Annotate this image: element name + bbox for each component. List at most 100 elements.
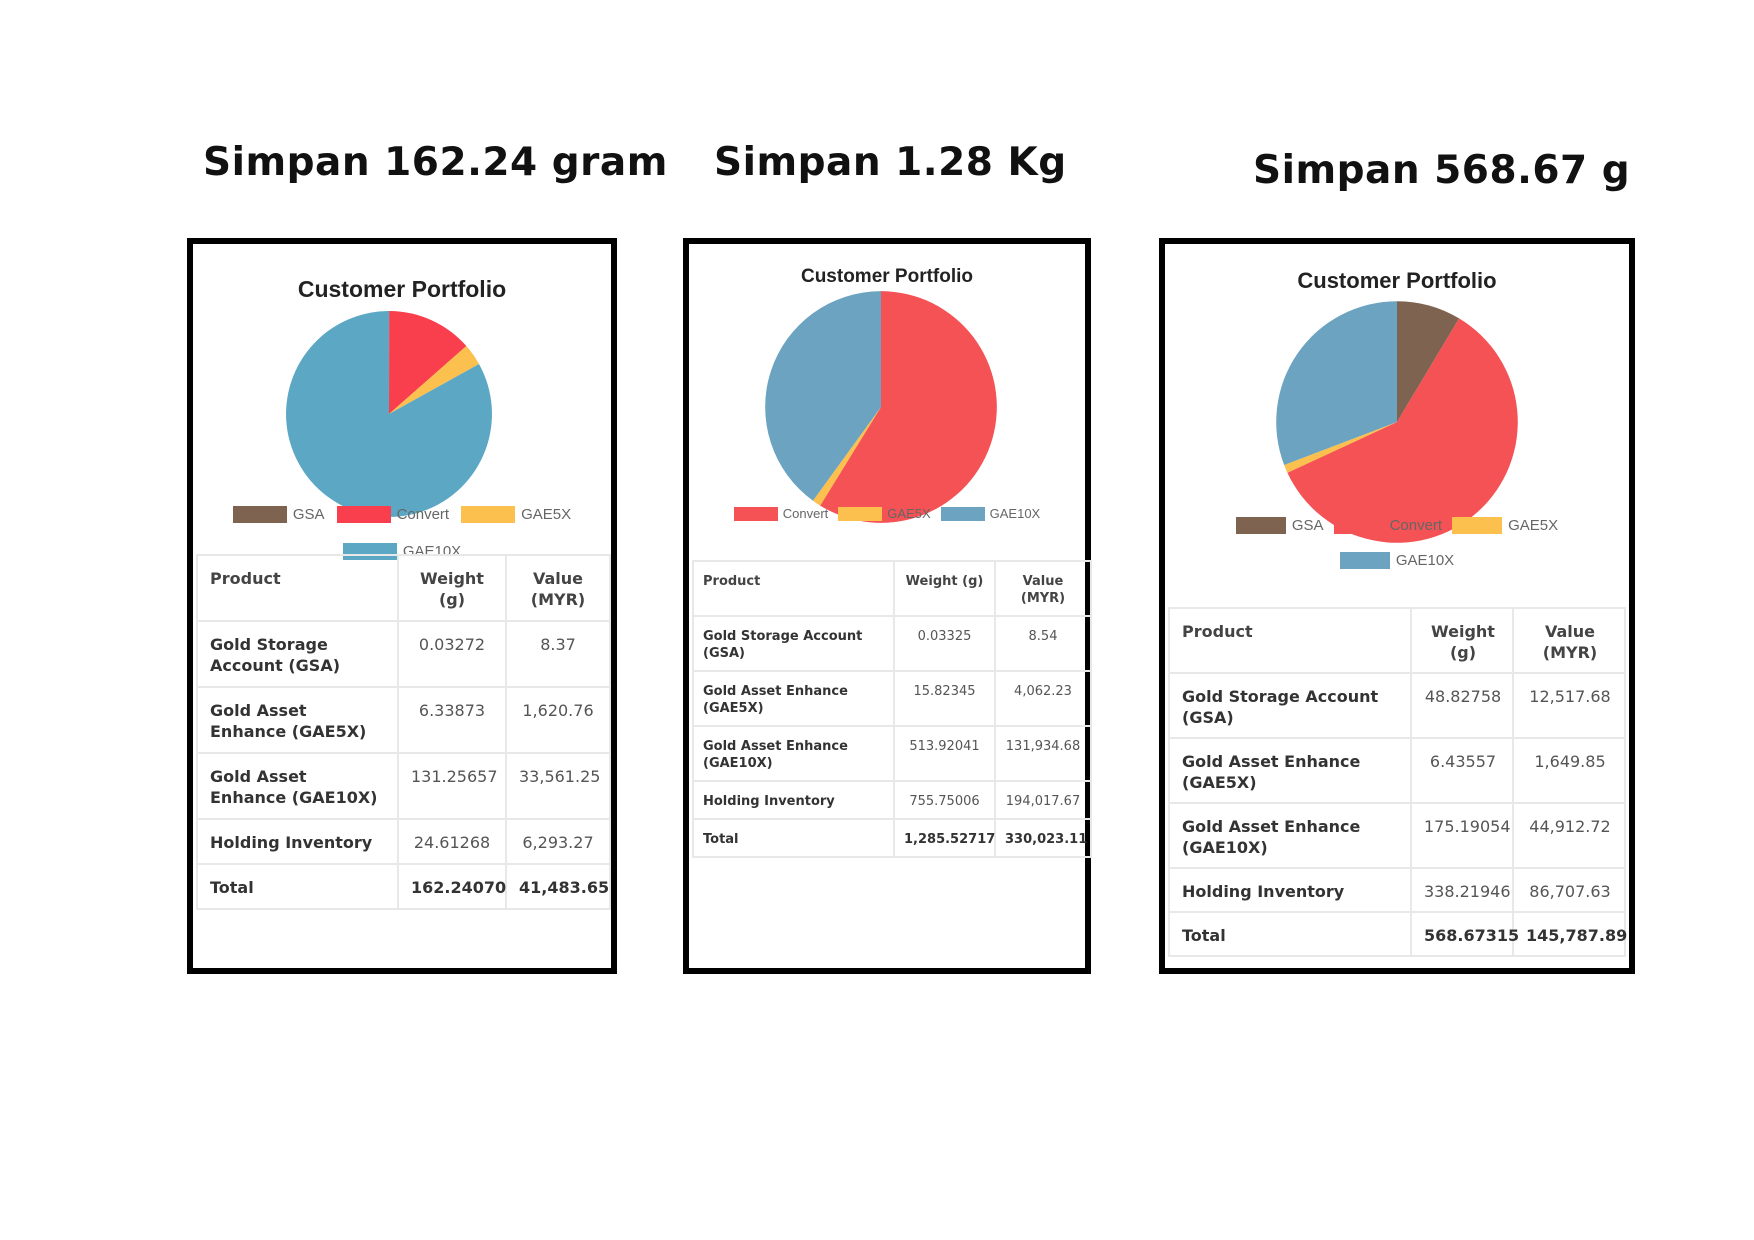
product-cell: Gold Asset Enhance (GAE10X) <box>692 725 895 782</box>
product-cell: Total <box>1168 911 1412 957</box>
legend-label: GAE5X <box>887 506 931 521</box>
product-cell: Gold Asset Enhance (GAE10X) <box>196 752 399 820</box>
table-row: Holding Inventory 24.61268 6,293.27 <box>196 818 611 865</box>
weight-cell: 6.43557 <box>1410 737 1514 804</box>
pie-slice-gsa <box>1397 301 1460 422</box>
legend-swatch <box>940 506 985 521</box>
pie-slice-gae5x <box>389 346 480 414</box>
pie-slice-convert <box>820 291 997 523</box>
product-cell: Gold Storage Account (GSA) <box>692 615 895 672</box>
table-row: Gold Storage Account (GSA) 0.03272 8.37 <box>196 620 611 688</box>
weight-cell: 24.61268 <box>397 818 507 865</box>
value-cell: 8.54 <box>994 615 1092 672</box>
portfolio-card-1: Customer Portfolio GSA Convert GAE5X GAE10X… <box>187 238 617 974</box>
legend-label: Convert <box>782 506 829 521</box>
portfolio-table: Product Weight (g) Value (MYR) Gold Stor… <box>196 554 611 910</box>
value-cell: 12,517.68 <box>1512 672 1626 739</box>
legend-swatch <box>838 506 883 521</box>
chart-legend: Convert GAE5X GAE10X <box>689 506 1085 521</box>
table-row: Gold Asset Enhance (GAE5X) 6.33873 1,620.7… <box>196 686 611 754</box>
value-cell: 145,787.89 <box>1512 911 1627 957</box>
chart-title: Customer Portfolio <box>1297 268 1497 293</box>
pie-slice-convert <box>389 311 467 414</box>
legend-item-gsa: GSA <box>1235 517 1324 534</box>
pie-slice-gae10x <box>1276 301 1397 466</box>
weight-cell: 1,285.52717 <box>893 818 996 858</box>
legend-item-convert: Convert <box>336 506 450 523</box>
chart-title: Customer Portfolio <box>297 276 507 302</box>
product-cell: Gold Asset Enhance (GAE5X) <box>1168 737 1412 804</box>
heading-card-2: Simpan 1.28 Kg <box>714 140 1067 185</box>
legend-item-gae10x: GAE10X <box>1339 552 1455 569</box>
value-cell: 1,649.85 <box>1512 737 1626 804</box>
weight-cell: 131.25657 <box>397 752 507 820</box>
table-row: Holding Inventory 338.21946 86,707.63 <box>1168 867 1626 913</box>
value-header: Value (MYR) <box>505 554 611 622</box>
weight-cell: 15.82345 <box>893 670 996 727</box>
value-cell: 33,561.25 <box>505 752 611 820</box>
table-row: Gold Asset Enhance (GAE10X) 513.92041 131,… <box>692 725 1092 782</box>
value-cell: 4,062.23 <box>994 670 1092 727</box>
legend-swatch <box>1333 517 1384 534</box>
total-row: Total 162.24070 41,483.65 <box>196 863 611 910</box>
chart-legend: GSA Convert GAE5X GAE10X <box>1165 517 1629 569</box>
pie-chart <box>1276 301 1518 543</box>
legend-label: Convert <box>396 506 450 523</box>
weight-cell: 0.03272 <box>397 620 507 688</box>
weight-header: Weight (g) <box>1410 607 1514 674</box>
table-row: Gold Asset Enhance (GAE5X) 15.82345 4,062.… <box>692 670 1092 727</box>
legend-item-gae5x: GAE5X <box>1452 517 1558 534</box>
pie-slice-gae10x <box>765 291 881 501</box>
table-header-row: Product Weight (g) Value (MYR) <box>196 554 611 622</box>
legend-item-gae5x: GAE5X <box>461 506 571 523</box>
value-header: Value (MYR) <box>994 560 1092 617</box>
chart-legend: GSA Convert GAE5X GAE10X <box>193 506 611 560</box>
weight-cell: 568.67315 <box>1410 911 1519 957</box>
value-cell: 6,293.27 <box>505 818 611 865</box>
pie-chart <box>286 311 492 517</box>
table-row: Gold Storage Account (GSA) 0.03325 8.54 <box>692 615 1092 672</box>
legend-label: GAE10X <box>1395 552 1455 569</box>
legend-swatch <box>1452 517 1503 534</box>
weight-header: Weight (g) <box>397 554 507 622</box>
pie-slice-gae5x <box>1284 422 1397 473</box>
legend-label: GAE5X <box>521 506 572 523</box>
legend-swatch <box>1235 517 1286 534</box>
table-header-row: Product Weight (g) Value (MYR) <box>692 560 1092 617</box>
value-cell: 41,483.65 <box>505 863 611 910</box>
legend-label: GSA <box>1291 517 1324 534</box>
product-cell: Total <box>196 863 399 910</box>
legend-swatch <box>733 506 778 521</box>
product-cell: Gold Storage Account (GSA) <box>196 620 399 688</box>
product-cell: Gold Storage Account (GSA) <box>1168 672 1412 739</box>
legend-swatch <box>336 506 391 523</box>
total-row: Total 1,285.52717 330,023.11 <box>692 818 1092 858</box>
legend-label: GAE10X <box>989 506 1041 521</box>
weight-cell: 175.19054 <box>1410 802 1514 869</box>
legend-label: GAE5X <box>1508 517 1559 534</box>
portfolio-card-3: Customer Portfolio GSA Convert GAE5X GAE10X… <box>1159 238 1635 974</box>
weight-header: Weight (g) <box>893 560 996 617</box>
legend-item-convert: Convert <box>1333 517 1442 534</box>
product-header: Product <box>692 560 895 617</box>
product-cell: Gold Asset Enhance (GAE5X) <box>692 670 895 727</box>
value-cell: 194,017.67 <box>994 780 1092 820</box>
table-row: Holding Inventory 755.75006 194,017.67 <box>692 780 1092 820</box>
pie-slice-gae5x <box>812 407 881 506</box>
table-row: Gold Asset Enhance (GAE5X) 6.43557 1,649.8… <box>1168 737 1626 804</box>
chart-title: Customer Portfolio <box>800 266 974 287</box>
value-cell: 44,912.72 <box>1512 802 1626 869</box>
pie-slice-gae10x <box>286 311 492 517</box>
product-header: Product <box>1168 607 1412 674</box>
product-cell: Holding Inventory <box>1168 867 1412 913</box>
legend-item-convert: Convert <box>733 506 829 521</box>
value-header: Value (MYR) <box>1512 607 1626 674</box>
weight-cell: 513.92041 <box>893 725 996 782</box>
legend-item-gsa: GSA <box>232 506 325 523</box>
value-cell: 86,707.63 <box>1512 867 1626 913</box>
weight-cell: 48.82758 <box>1410 672 1514 739</box>
weight-cell: 162.24070 <box>397 863 507 910</box>
table-header-row: Product Weight (g) Value (MYR) <box>1168 607 1626 674</box>
table-row: Gold Asset Enhance (GAE10X) 131.25657 33,5… <box>196 752 611 820</box>
table-row: Gold Asset Enhance (GAE10X) 175.19054 44,9… <box>1168 802 1626 869</box>
